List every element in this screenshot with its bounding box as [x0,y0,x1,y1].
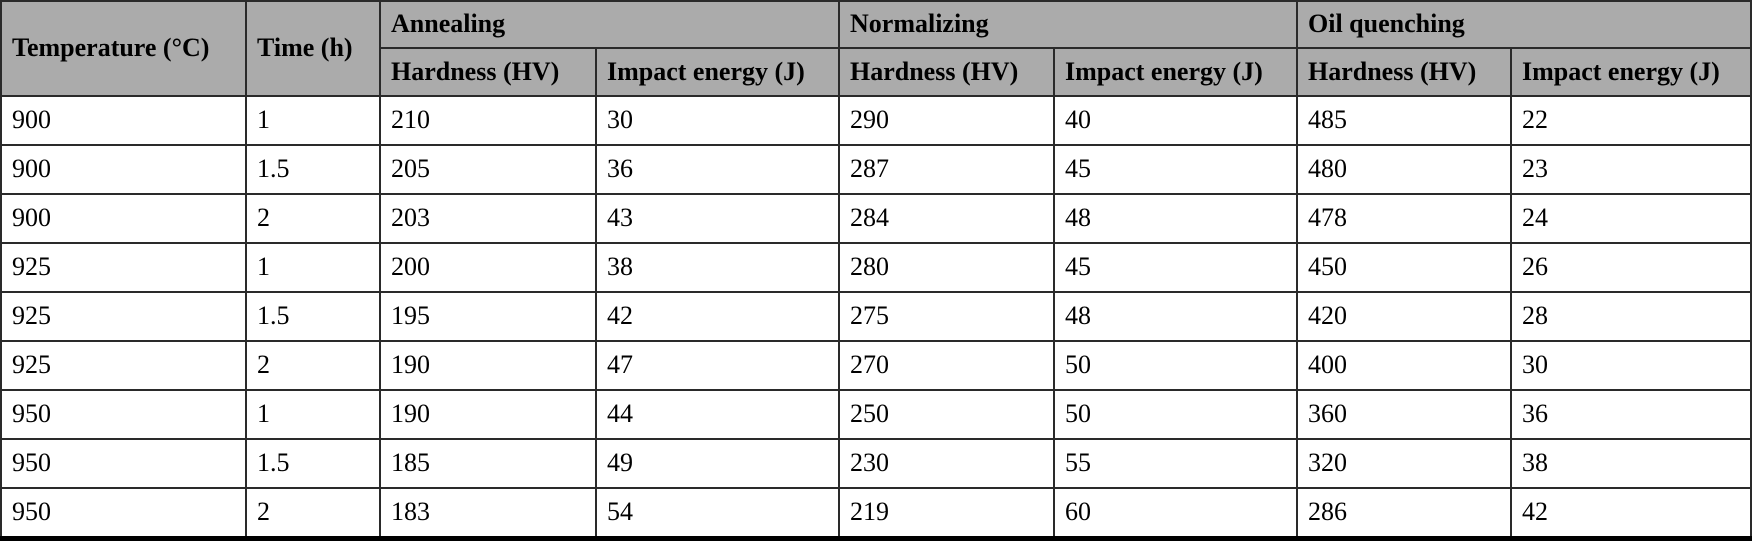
header-time: Time (h) [245,0,381,97]
cell-oil-quenching-impact: 24 [1510,193,1752,244]
cell-temperature: 925 [0,340,247,391]
table-row: 925 1.5 195 42 275 48 420 28 [0,291,1752,342]
cell-oil-quenching-impact: 22 [1510,95,1752,146]
cell-normalizing-hardness: 290 [838,95,1055,146]
cell-time: 1.5 [245,438,381,489]
cell-annealing-impact: 36 [595,144,840,195]
cell-normalizing-hardness: 219 [838,487,1055,541]
subheader-row: Hardness (HV) Impact energy (J) Hardness… [1,47,1752,97]
cell-normalizing-hardness: 250 [838,389,1055,440]
cell-annealing-impact: 44 [595,389,840,440]
cell-normalizing-impact: 45 [1053,242,1298,293]
cell-normalizing-hardness: 284 [838,193,1055,244]
cell-time: 1 [245,95,381,146]
cell-oil-quenching-hardness: 360 [1296,389,1512,440]
cell-time: 2 [245,340,381,391]
cell-annealing-impact: 42 [595,291,840,342]
cell-normalizing-hardness: 275 [838,291,1055,342]
cell-annealing-hardness: 190 [379,389,597,440]
cell-temperature: 900 [0,144,247,195]
cell-annealing-impact: 47 [595,340,840,391]
cell-oil-quenching-hardness: 400 [1296,340,1512,391]
cell-time: 1 [245,389,381,440]
cell-annealing-hardness: 190 [379,340,597,391]
cell-normalizing-impact: 48 [1053,291,1298,342]
cell-time: 1.5 [245,144,381,195]
cell-oil-quenching-impact: 28 [1510,291,1752,342]
cell-oil-quenching-hardness: 450 [1296,242,1512,293]
cell-oil-quenching-impact: 36 [1510,389,1752,440]
cell-time: 2 [245,487,381,541]
cell-normalizing-hardness: 287 [838,144,1055,195]
cell-annealing-hardness: 205 [379,144,597,195]
cell-annealing-impact: 54 [595,487,840,541]
subheader-oil-quenching-impact: Impact energy (J) [1510,47,1752,97]
cell-normalizing-hardness: 280 [838,242,1055,293]
cell-annealing-impact: 49 [595,438,840,489]
cell-oil-quenching-hardness: 480 [1296,144,1512,195]
table-row: 950 1 190 44 250 50 360 36 [0,389,1752,440]
cell-normalizing-impact: 45 [1053,144,1298,195]
cell-temperature: 925 [0,242,247,293]
subheader-annealing-impact: Impact energy (J) [595,47,840,97]
cell-annealing-hardness: 210 [379,95,597,146]
cell-temperature: 950 [0,389,247,440]
cell-normalizing-impact: 40 [1053,95,1298,146]
group-header-row: Temperature (°C) Time (h) Annealing Norm… [0,0,1752,97]
cell-annealing-impact: 30 [595,95,840,146]
cell-temperature: 900 [0,193,247,244]
cell-temperature: 900 [0,95,247,146]
cell-time: 1 [245,242,381,293]
subheader-normalizing-hardness: Hardness (HV) [838,47,1055,97]
group-header-annealing: Annealing [379,0,840,49]
cell-normalizing-impact: 55 [1053,438,1298,489]
cell-temperature: 925 [0,291,247,342]
cell-annealing-hardness: 183 [379,487,597,541]
cell-annealing-impact: 43 [595,193,840,244]
cell-oil-quenching-hardness: 485 [1296,95,1512,146]
cell-oil-quenching-hardness: 320 [1296,438,1512,489]
group-header-oil-quenching: Oil quenching [1296,0,1752,49]
cell-annealing-hardness: 200 [379,242,597,293]
cell-oil-quenching-impact: 23 [1510,144,1752,195]
subheader-annealing-hardness: Hardness (HV) [379,47,597,97]
table-row: 925 1 200 38 280 45 450 26 [0,242,1752,293]
cell-temperature: 950 [0,487,247,541]
cell-annealing-impact: 38 [595,242,840,293]
cell-oil-quenching-hardness: 286 [1296,487,1512,541]
table-row: 950 1.5 185 49 230 55 320 38 [0,438,1752,489]
table-row: 900 2 203 43 284 48 478 24 [0,193,1752,244]
table-row: 925 2 190 47 270 50 400 30 [0,340,1752,391]
table-row: 900 1 210 30 290 40 485 22 [0,95,1752,146]
header-temperature: Temperature (°C) [0,0,247,97]
cell-oil-quenching-impact: 42 [1510,487,1752,541]
cell-oil-quenching-impact: 30 [1510,340,1752,391]
cell-annealing-hardness: 203 [379,193,597,244]
cell-normalizing-impact: 50 [1053,340,1298,391]
cell-temperature: 950 [0,438,247,489]
table-body: 900 1 210 30 290 40 485 22 900 1.5 205 3… [0,95,1752,541]
cell-normalizing-impact: 60 [1053,487,1298,541]
cell-time: 2 [245,193,381,244]
cell-annealing-hardness: 195 [379,291,597,342]
subheader-normalizing-impact: Impact energy (J) [1053,47,1298,97]
cell-normalizing-hardness: 230 [838,438,1055,489]
cell-oil-quenching-hardness: 478 [1296,193,1512,244]
cell-normalizing-impact: 50 [1053,389,1298,440]
subheader-oil-quenching-hardness: Hardness (HV) [1296,47,1512,97]
cell-normalizing-impact: 48 [1053,193,1298,244]
table-row: 900 1.5 205 36 287 45 480 23 [0,144,1752,195]
cell-time: 1.5 [245,291,381,342]
cell-annealing-hardness: 185 [379,438,597,489]
cell-oil-quenching-impact: 26 [1510,242,1752,293]
cell-oil-quenching-impact: 38 [1510,438,1752,489]
cell-oil-quenching-hardness: 420 [1296,291,1512,342]
table-header: Temperature (°C) Time (h) Annealing Norm… [0,0,1752,97]
table-row: 950 2 183 54 219 60 286 42 [0,487,1752,541]
cell-normalizing-hardness: 270 [838,340,1055,391]
group-header-normalizing: Normalizing [838,0,1298,49]
